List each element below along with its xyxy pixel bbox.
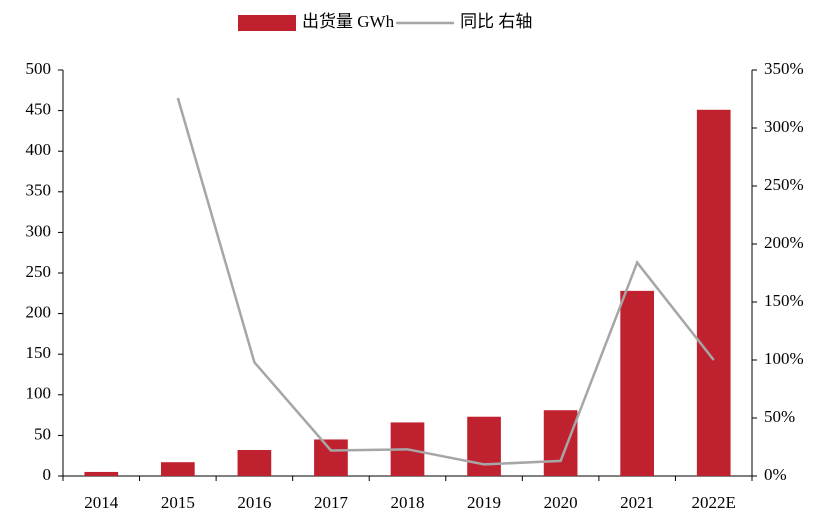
legend-label: 同比 右轴 (460, 12, 532, 31)
y-tick-label: 450 (26, 100, 52, 119)
x-tick-label: 2017 (314, 493, 349, 512)
bar (84, 471, 119, 476)
bar (160, 462, 195, 476)
y2-tick-label: 100% (764, 349, 804, 368)
y2-tick-label: 150% (764, 291, 804, 310)
legend-label: 出货量 GWh (302, 12, 395, 31)
x-tick-label: 2015 (161, 493, 195, 512)
bar (696, 109, 731, 477)
y2-tick-label: 0% (764, 465, 787, 484)
x-tick-label: 2014 (84, 493, 119, 512)
legend-swatch (238, 15, 296, 31)
y-tick-label: 300 (26, 221, 52, 240)
x-tick-label: 2016 (237, 493, 271, 512)
y-tick-label: 150 (26, 343, 52, 362)
y-tick-label: 500 (26, 59, 52, 78)
y-tick-label: 0 (43, 465, 52, 484)
y2-tick-label: 300% (764, 117, 804, 136)
bar (314, 439, 348, 476)
y2-tick-label: 350% (764, 59, 804, 78)
x-tick-label: 2021 (620, 493, 654, 512)
y2-tick-label: 50% (764, 407, 795, 426)
y2-tick-label: 200% (764, 233, 804, 252)
bar (543, 410, 578, 476)
y-tick-label: 100 (26, 384, 52, 403)
x-tick-label: 2018 (391, 493, 425, 512)
x-tick-label: 2020 (544, 493, 578, 512)
y-tick-label: 350 (26, 181, 52, 200)
y-tick-label: 200 (26, 303, 52, 322)
bar (237, 450, 272, 476)
x-tick-label: 2022E (692, 493, 736, 512)
y-tick-label: 50 (34, 424, 51, 443)
y-tick-label: 400 (26, 140, 52, 159)
y-tick-label: 250 (26, 262, 52, 281)
bar (620, 290, 655, 476)
line (176, 97, 715, 466)
x-tick-label: 2019 (467, 493, 501, 512)
y2-tick-label: 250% (764, 175, 804, 194)
bar (467, 416, 501, 476)
